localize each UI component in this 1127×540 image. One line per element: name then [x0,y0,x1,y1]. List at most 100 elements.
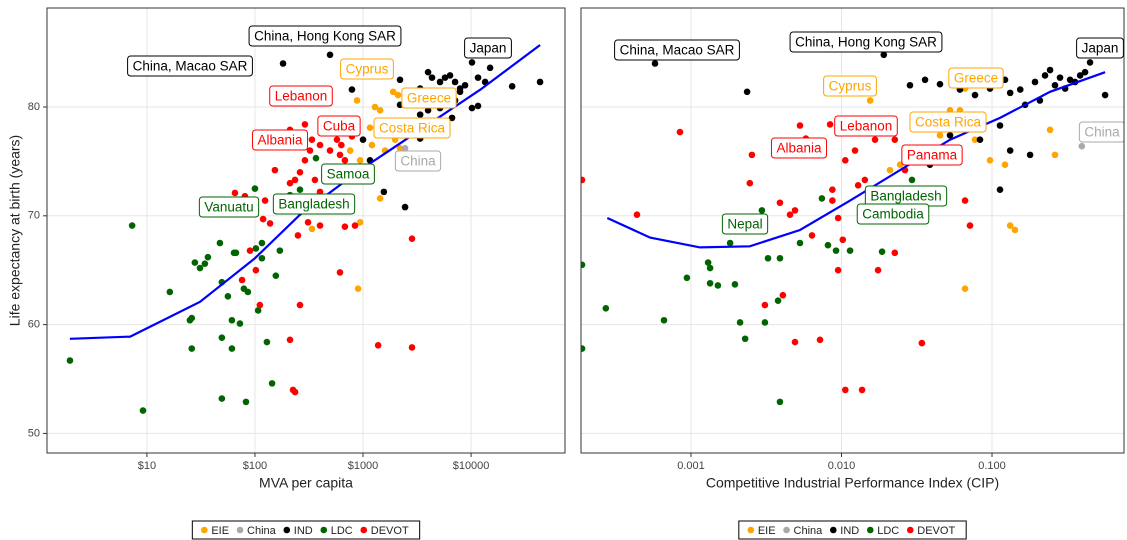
point [683,274,691,282]
annotation-label: Bangladesh [278,197,349,212]
annotation-box [1076,37,1124,59]
point [186,316,194,324]
point [1051,151,1059,159]
point [961,285,969,293]
point [311,176,319,184]
annotation-box [770,137,828,159]
point [272,272,280,279]
point [676,128,684,136]
x-tick-label: $100 [243,460,267,472]
legend-label: EIE [211,525,229,537]
point [218,395,226,402]
point [878,248,886,256]
point [416,111,424,118]
x-axis-title: Competitive Industrial Performance Index… [706,475,999,491]
point [139,407,147,414]
x-tick-label: $10 [138,460,156,472]
legend-box [191,520,421,540]
annotation-box [901,144,963,166]
annotation-box [721,213,769,235]
point [259,215,267,223]
annotation-box [321,163,375,185]
point [268,380,276,387]
point [231,189,239,197]
annotation-label: Albania [257,133,303,148]
point [294,232,302,239]
point [486,64,494,72]
point [374,341,382,349]
point [401,203,409,211]
point [424,106,432,114]
point [1078,142,1086,150]
point [776,254,784,262]
annotation-label: Japan [1082,41,1119,56]
legend-marker [283,526,291,534]
point [252,245,260,252]
point [448,114,456,122]
legend-marker [201,526,208,534]
point [256,301,264,309]
point [508,83,516,90]
point [1076,72,1084,79]
point [263,338,271,346]
annotation-box [1078,121,1124,143]
point [316,222,324,229]
point [371,103,379,111]
point [306,147,314,154]
annotation-box [856,203,930,225]
point [660,316,668,324]
annotation-label: China, Macao SAR [620,43,735,58]
point [741,335,749,343]
point [258,239,266,247]
annotation-label: China [1084,125,1120,140]
annotation-box [127,55,253,77]
legend-label: LDC [877,525,899,537]
point [228,316,236,324]
point [301,157,309,164]
point [581,345,586,352]
point [246,247,254,254]
point [296,186,304,193]
point [191,259,199,266]
point [761,319,769,326]
point [296,168,304,176]
point [536,78,544,86]
point [201,260,209,267]
point [776,398,784,406]
point [66,357,74,364]
point [216,239,224,247]
x-tick-label: 0.001 [677,460,705,472]
point [796,122,804,129]
legend-label: China [794,525,824,537]
annotation-box [464,37,512,59]
point [791,207,799,214]
y-tick-label: 60 [28,319,40,331]
point [834,266,842,274]
y-axis-title: Life expectancy at birth (years) [7,135,23,326]
annotation-box [340,58,394,80]
trend-line [69,44,541,340]
annotation-label: Cuba [323,119,356,134]
point [706,264,714,272]
panel-border [580,7,1125,454]
point [891,249,899,257]
point [818,195,826,202]
point [704,259,712,266]
point [1006,89,1014,97]
point [368,141,376,149]
point [188,345,196,352]
point [1031,78,1039,86]
point [854,182,862,189]
annotation-box [834,115,898,137]
point [244,288,252,296]
annotation-label: Japan [470,41,507,56]
point [291,176,299,184]
point [376,195,384,202]
point [906,81,914,89]
point [366,124,374,131]
point [326,147,334,154]
x-tick-label: 0.100 [978,460,1006,472]
y-tick-label: 70 [28,210,40,222]
annotation-label: Albania [776,141,822,156]
legend-box [738,520,967,540]
